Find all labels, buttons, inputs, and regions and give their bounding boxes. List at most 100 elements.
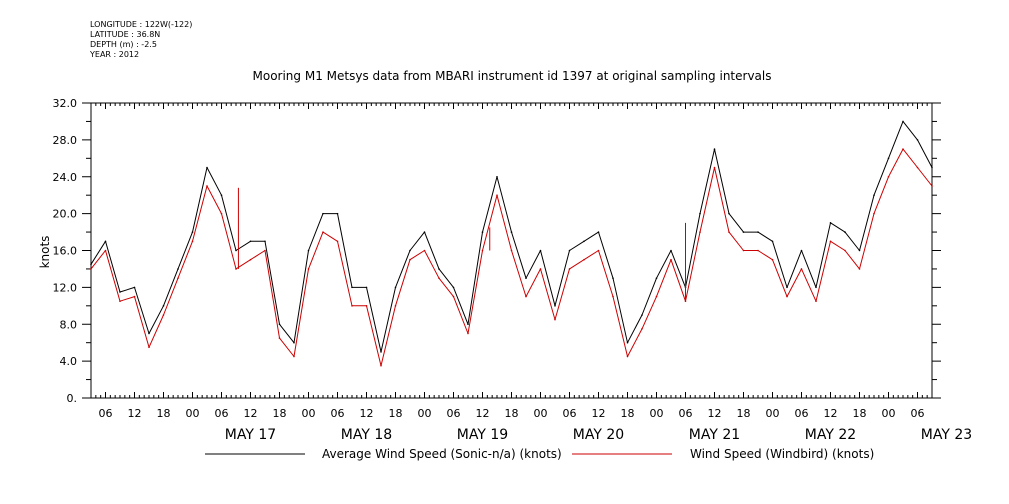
data-point [525, 295, 527, 298]
chart-title: Mooring M1 Metsys data from MBARI instru… [253, 69, 772, 83]
y-tick-label: 28.0 [53, 134, 78, 147]
data-point [206, 185, 208, 187]
y-tick-label: 12.0 [53, 281, 78, 294]
data-point [844, 231, 846, 233]
data-point [510, 231, 513, 233]
y-tick-label: 16.0 [53, 245, 78, 258]
data-point [90, 268, 92, 270]
data-point [293, 341, 295, 344]
data-point [916, 139, 919, 141]
latitude-label: LATITUDE : 36.8N [90, 30, 161, 39]
x-tick-label: 12 [128, 407, 142, 420]
data-point [626, 341, 629, 344]
x-tick-label: 00 [418, 407, 432, 420]
data-point [583, 258, 585, 261]
x-day-label: MAY 20 [573, 427, 624, 443]
series-line-sonic [90, 120, 933, 353]
data-point [206, 166, 208, 169]
data-point [699, 231, 701, 233]
data-point [597, 249, 600, 252]
data-point [583, 240, 585, 243]
data-point [177, 268, 179, 270]
x-tick-label: 12 [476, 407, 490, 420]
data-point [641, 328, 643, 330]
data-point [510, 249, 513, 252]
x-day-label: MAY 23 [921, 427, 972, 443]
data-point [162, 314, 165, 316]
x-tick-label: 12 [592, 407, 606, 420]
data-point [438, 277, 440, 279]
data-point [554, 305, 556, 307]
x-tick-label: 06 [911, 407, 925, 420]
data-point [119, 291, 121, 293]
data-point [90, 263, 92, 266]
data-point [351, 286, 353, 289]
data-point [858, 249, 861, 252]
x-tick-label: 18 [853, 407, 867, 420]
data-point [539, 268, 542, 270]
data-point [887, 157, 890, 160]
data-point [336, 212, 339, 215]
x-tick-label: 18 [389, 407, 403, 420]
data-point [365, 286, 368, 289]
data-point [728, 212, 730, 215]
x-day-label: MAY 17 [225, 427, 276, 443]
data-point [902, 148, 904, 150]
data-point [641, 314, 643, 316]
legend-label-windbird: Wind Speed (Windbird) (knots) [690, 447, 874, 461]
data-point [481, 249, 484, 252]
data-point [496, 175, 498, 178]
data-point [554, 318, 556, 321]
legend: Average Wind Speed (Sonic-n/a) (knots) W… [205, 447, 874, 461]
data-point [322, 231, 324, 233]
x-tick-label: 00 [766, 407, 780, 420]
x-tick-label: 18 [157, 407, 171, 420]
x-tick-label: 12 [824, 407, 838, 420]
data-point [771, 240, 774, 243]
data-point [467, 323, 469, 326]
data-point [423, 249, 426, 252]
x-tick-label: 18 [505, 407, 519, 420]
x-tick-label: 18 [621, 407, 635, 420]
x-tick-label: 06 [99, 407, 113, 420]
legend-label-sonic: Average Wind Speed (Sonic-n/a) (knots) [322, 447, 562, 461]
data-point [742, 231, 745, 233]
data-point [902, 120, 904, 123]
data-point [162, 305, 165, 307]
data-point [539, 249, 542, 252]
data-point [800, 268, 803, 270]
data-point [365, 305, 368, 307]
y-tick-label: 24.0 [53, 171, 78, 184]
data-point [829, 222, 832, 224]
x-tick-label: 06 [679, 407, 693, 420]
data-point [148, 332, 150, 335]
data-point [612, 295, 614, 298]
x-tick-label: 18 [737, 407, 751, 420]
data-point [771, 258, 774, 261]
data-point [873, 194, 875, 196]
data-point [496, 194, 498, 196]
metadata-block: LONGITUDE : 122W(-122) LATITUDE : 36.8N … [90, 20, 192, 60]
x-tick-label: 00 [882, 407, 896, 420]
data-point [235, 268, 237, 270]
data-point [931, 166, 933, 169]
data-point [249, 258, 252, 261]
data-point [568, 249, 571, 252]
x-day-label: MAY 19 [457, 427, 508, 443]
data-point [409, 258, 411, 261]
data-point [699, 212, 701, 215]
x-day-label: MAY 22 [805, 427, 856, 443]
data-point [612, 277, 614, 279]
x-day-label: MAY 18 [341, 427, 392, 443]
x-day-label: MAY 21 [689, 427, 740, 443]
y-tick-label: 32.0 [53, 97, 78, 110]
data-point [815, 300, 817, 303]
data-point [394, 286, 397, 289]
data-point [713, 166, 716, 169]
y-tick-label: 8.0 [60, 318, 78, 331]
depth-label: DEPTH (m) : -2.5 [90, 40, 157, 49]
data-point [380, 351, 382, 353]
data-point [829, 240, 832, 243]
data-point [191, 240, 194, 243]
data-point [597, 231, 600, 233]
